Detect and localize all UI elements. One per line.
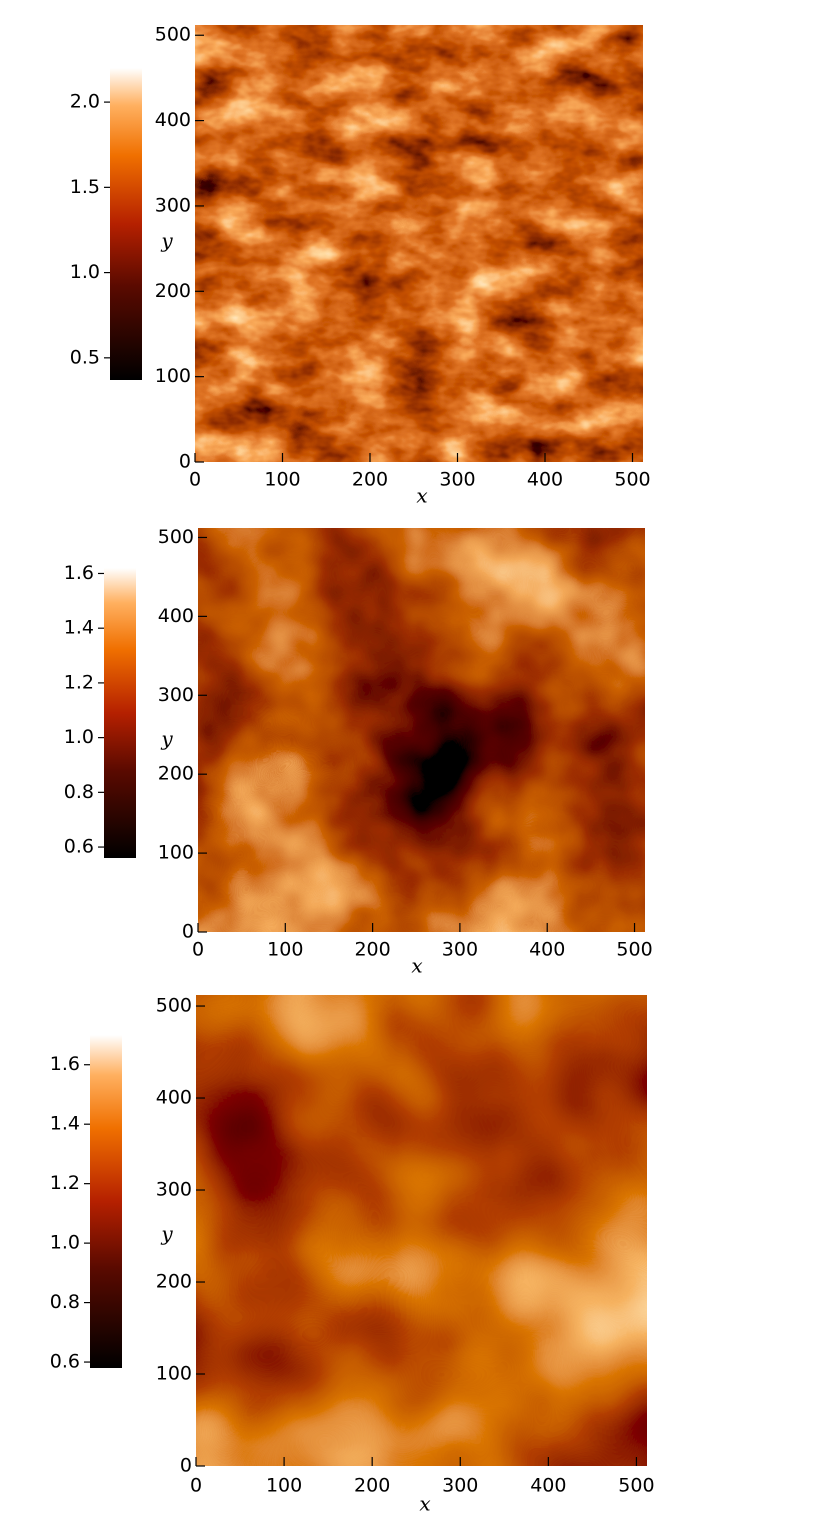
x-tick-label: 400 — [530, 1475, 566, 1497]
x-axis-label: x — [411, 954, 422, 978]
heatmap-image — [198, 528, 645, 932]
x-tick-label: 200 — [352, 469, 388, 491]
colorbar-tick-label: 1.6 — [64, 562, 94, 584]
y-tick-label: 0 — [179, 451, 191, 473]
y-tick-label: 100 — [158, 842, 194, 864]
colorbar-tick-label: 1.0 — [70, 261, 100, 283]
colorbar-tick-label: 1.5 — [70, 176, 100, 198]
x-tick-label: 500 — [616, 939, 652, 961]
colorbar — [90, 1035, 122, 1368]
y-tick-label: 400 — [155, 109, 191, 131]
x-axis-label: x — [419, 1492, 430, 1516]
y-tick-label: 200 — [158, 763, 194, 785]
colorbar-tick-label: 0.6 — [64, 836, 94, 858]
colorbar — [110, 68, 142, 380]
y-tick-label: 100 — [156, 1363, 192, 1385]
x-tick-label: 400 — [527, 469, 563, 491]
y-tick-label: 500 — [155, 24, 191, 46]
colorbar-tick-label: 1.0 — [50, 1232, 80, 1254]
x-tick-label: 400 — [529, 939, 565, 961]
x-tick-label: 100 — [267, 939, 303, 961]
y-tick-label: 100 — [155, 365, 191, 387]
y-tick-label: 0 — [182, 921, 194, 943]
y-axis-label: y — [160, 229, 173, 253]
y-tick-label: 300 — [158, 684, 194, 706]
colorbar — [104, 568, 136, 858]
colorbar-tick-label: 2.0 — [70, 91, 100, 113]
y-tick-label: 300 — [156, 1179, 192, 1201]
x-tick-label: 300 — [442, 1475, 478, 1497]
x-tick-label: 100 — [264, 469, 300, 491]
y-tick-label: 500 — [156, 995, 192, 1017]
y-tick-label: 300 — [155, 194, 191, 216]
colorbar-tick-label: 1.4 — [64, 617, 94, 639]
colorbar-tick-label: 0.8 — [64, 781, 94, 803]
x-tick-label: 300 — [439, 469, 475, 491]
colorbar-tick-label: 0.6 — [50, 1351, 80, 1373]
y-tick-label: 400 — [158, 605, 194, 627]
y-tick-label: 400 — [156, 1087, 192, 1109]
heatmap-image — [195, 25, 643, 462]
x-tick-label: 100 — [266, 1475, 302, 1497]
x-tick-label: 500 — [614, 469, 650, 491]
colorbar-tick-label: 0.8 — [50, 1291, 80, 1313]
x-tick-label: 200 — [354, 1475, 390, 1497]
y-tick-label: 200 — [155, 280, 191, 302]
colorbar-tick-label: 1.4 — [50, 1113, 80, 1135]
x-tick-label: 300 — [442, 939, 478, 961]
x-tick-label: 0 — [190, 1475, 202, 1497]
x-tick-label: 0 — [189, 469, 201, 491]
y-tick-label: 0 — [180, 1455, 192, 1477]
x-tick-label: 0 — [192, 939, 204, 961]
y-tick-label: 200 — [156, 1271, 192, 1293]
colorbar-tick-label: 1.6 — [50, 1053, 80, 1075]
y-axis-label: y — [160, 1222, 173, 1246]
colorbar-tick-label: 1.2 — [50, 1172, 80, 1194]
x-axis-label: x — [416, 484, 427, 508]
heatmap-image — [196, 995, 647, 1466]
colorbar-tick-label: 1.0 — [64, 726, 94, 748]
colorbar-tick-label: 1.2 — [64, 671, 94, 693]
y-axis-label: y — [160, 727, 173, 751]
y-tick-label: 500 — [158, 526, 194, 548]
x-tick-label: 200 — [354, 939, 390, 961]
colorbar-tick-label: 0.5 — [70, 346, 100, 368]
x-tick-label: 500 — [618, 1475, 654, 1497]
